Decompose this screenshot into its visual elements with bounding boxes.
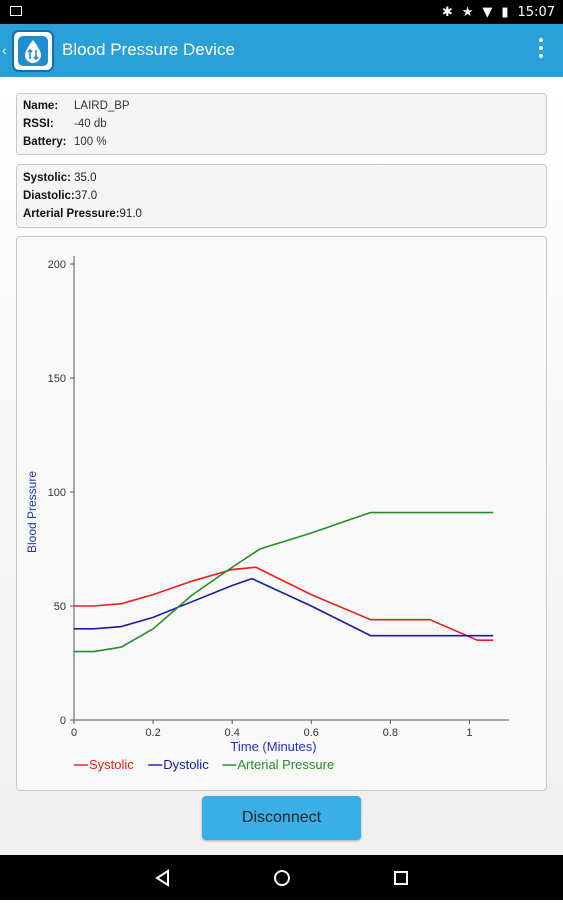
status-icons: ✱ ★ ▼ ▮ 15:07	[442, 0, 555, 24]
series-line-dystolic	[74, 577, 494, 637]
y-tick-label: 100	[48, 487, 66, 499]
readings-card: Systolic: 35.0 Diastolic:37.0 Arterial P…	[16, 164, 547, 228]
star-icon: ★	[461, 4, 474, 20]
diastolic-value: 37.0	[74, 190, 98, 202]
x-tick-label: 0.4	[225, 727, 240, 739]
legend-label: Arterial Pressure	[237, 757, 334, 772]
blood-pressure-chart: 0 50 100 150 200 0 0.2 0.4 0.6 0.8 1 Time (Minutes)…	[25, 256, 509, 772]
back-chevron-icon[interactable]: ‹	[2, 42, 7, 58]
wifi-icon: ▼	[482, 4, 493, 20]
nav-recents-icon[interactable]	[394, 871, 408, 885]
diastolic-reading: Diastolic:37.0	[23, 190, 98, 202]
clock: 15:07	[517, 4, 555, 20]
battery-value: 100 %	[74, 136, 107, 148]
y-tick-label: 0	[60, 715, 66, 727]
x-tick-label: 0.2	[145, 727, 160, 739]
x-axis-label: Time (Minutes)	[230, 739, 316, 754]
navigation-bar	[0, 855, 563, 900]
y-tick-label: 200	[48, 259, 66, 271]
battery-icon: ▮	[501, 4, 509, 20]
name-label: Name:	[23, 100, 59, 112]
rssi-value: -40 db	[74, 118, 107, 130]
x-tick-label: 0.8	[383, 727, 398, 739]
status-bar: ✱ ★ ▼ ▮ 15:07	[0, 0, 563, 24]
nav-back-icon[interactable]	[155, 869, 169, 887]
bluetooth-icon: ✱	[441, 4, 453, 20]
legend-label: Systolic	[89, 757, 134, 772]
chart-card: 0 50 100 150 200 0 0.2 0.4 0.6 0.8 1 Time (Minutes)…	[16, 236, 547, 791]
x-tick-label: 0.6	[304, 727, 319, 739]
series-line-systolic	[74, 566, 494, 642]
arterial-reading: Arterial Pressure:91.0	[23, 208, 142, 220]
disconnect-button[interactable]: Disconnect	[202, 796, 361, 840]
y-axis-label: Blood Pressure	[25, 471, 39, 553]
screenshot-notification-icon	[10, 6, 22, 16]
arterial-value: 91.0	[119, 208, 142, 220]
name-value: LAIRD_BP	[74, 100, 130, 112]
y-tick-label: 50	[54, 601, 66, 613]
legend-label: Dystolic	[163, 757, 209, 772]
x-tick-label: 0	[71, 727, 77, 739]
x-tick-label: 1	[466, 727, 472, 739]
overflow-menu-icon[interactable]	[539, 38, 545, 58]
systolic-reading: Systolic: 35.0	[23, 172, 97, 184]
battery-label: Battery:	[23, 136, 67, 148]
y-tick-label: 150	[48, 373, 66, 385]
app-bar: ‹ Blood Pressure Device	[0, 24, 563, 77]
app-logo-icon[interactable]	[12, 30, 54, 72]
content-area: Name: LAIRD_BP RSSI: -40 db Battery: 100…	[0, 77, 563, 855]
page-title: Blood Pressure Device	[62, 40, 235, 59]
device-info-card: Name: LAIRD_BP RSSI: -40 db Battery: 100…	[16, 93, 547, 155]
systolic-value: 35.0	[74, 172, 97, 184]
rssi-label: RSSI:	[23, 118, 54, 130]
nav-home-icon[interactable]	[274, 870, 290, 886]
series-line-arterial-pressure	[74, 511, 494, 653]
